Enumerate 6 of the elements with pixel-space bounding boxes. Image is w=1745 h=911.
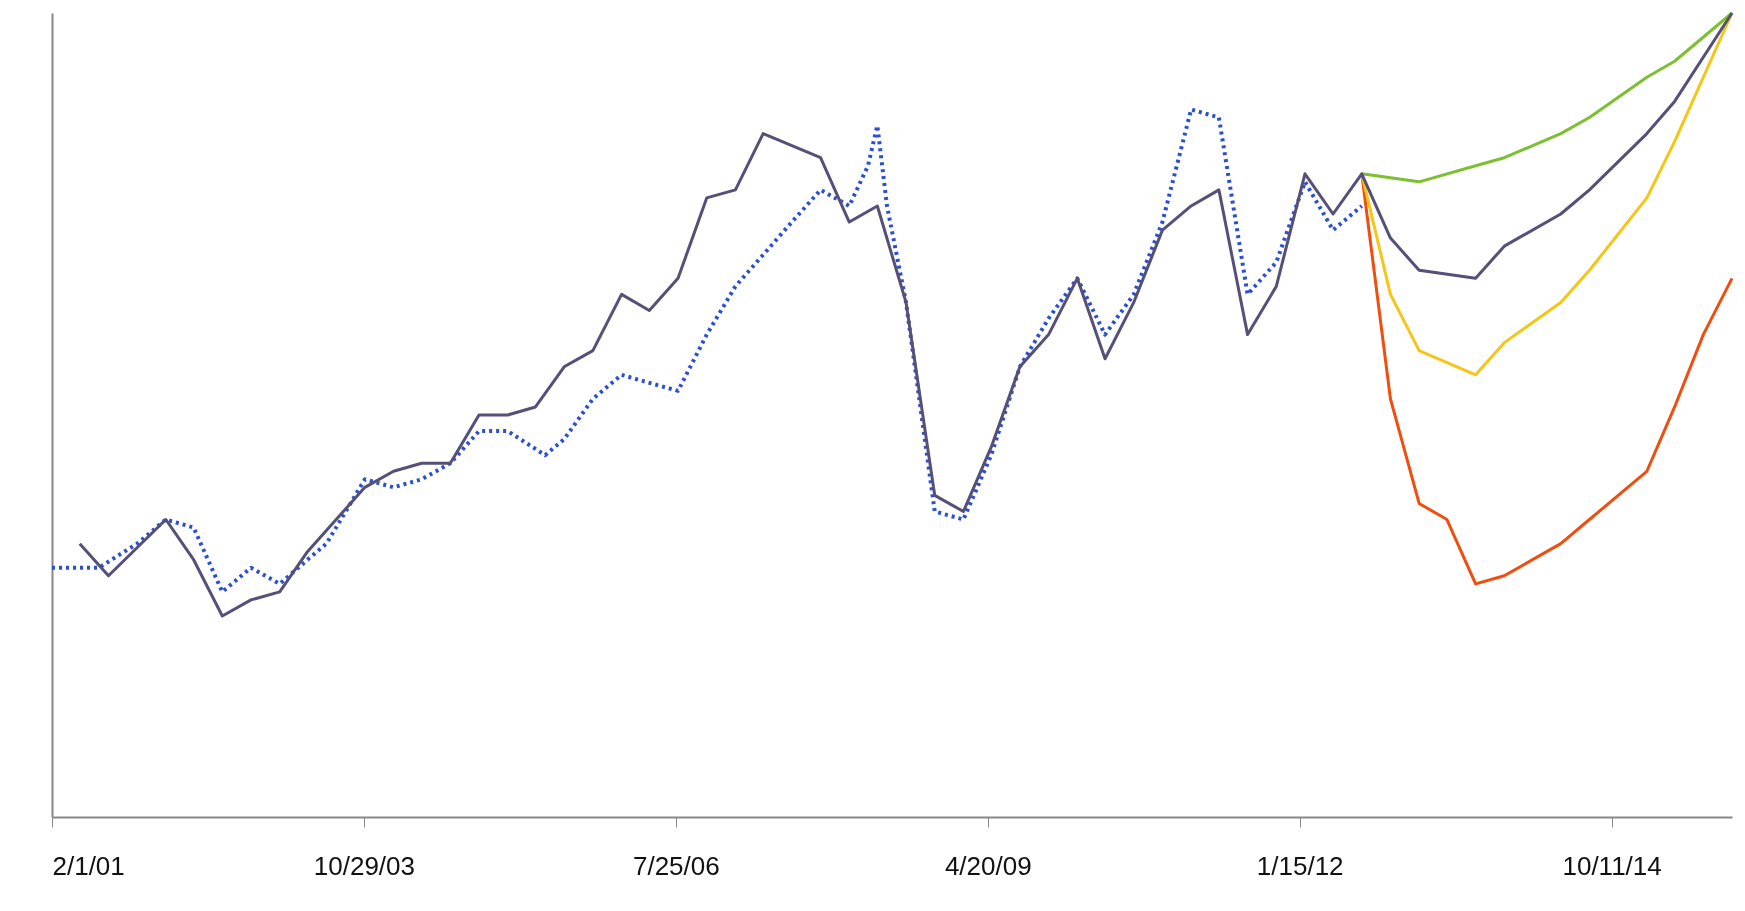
x-tick-label: 2/1/01 <box>52 850 125 881</box>
x-tick-label: 7/25/06 <box>632 850 720 881</box>
x-tick-label: 4/20/09 <box>944 850 1032 881</box>
x-tick-label: 1/15/12 <box>1256 850 1344 881</box>
x-tick-label: 10/29/03 <box>313 850 416 881</box>
x-tick-label: 10/11/14 <box>1562 850 1662 881</box>
